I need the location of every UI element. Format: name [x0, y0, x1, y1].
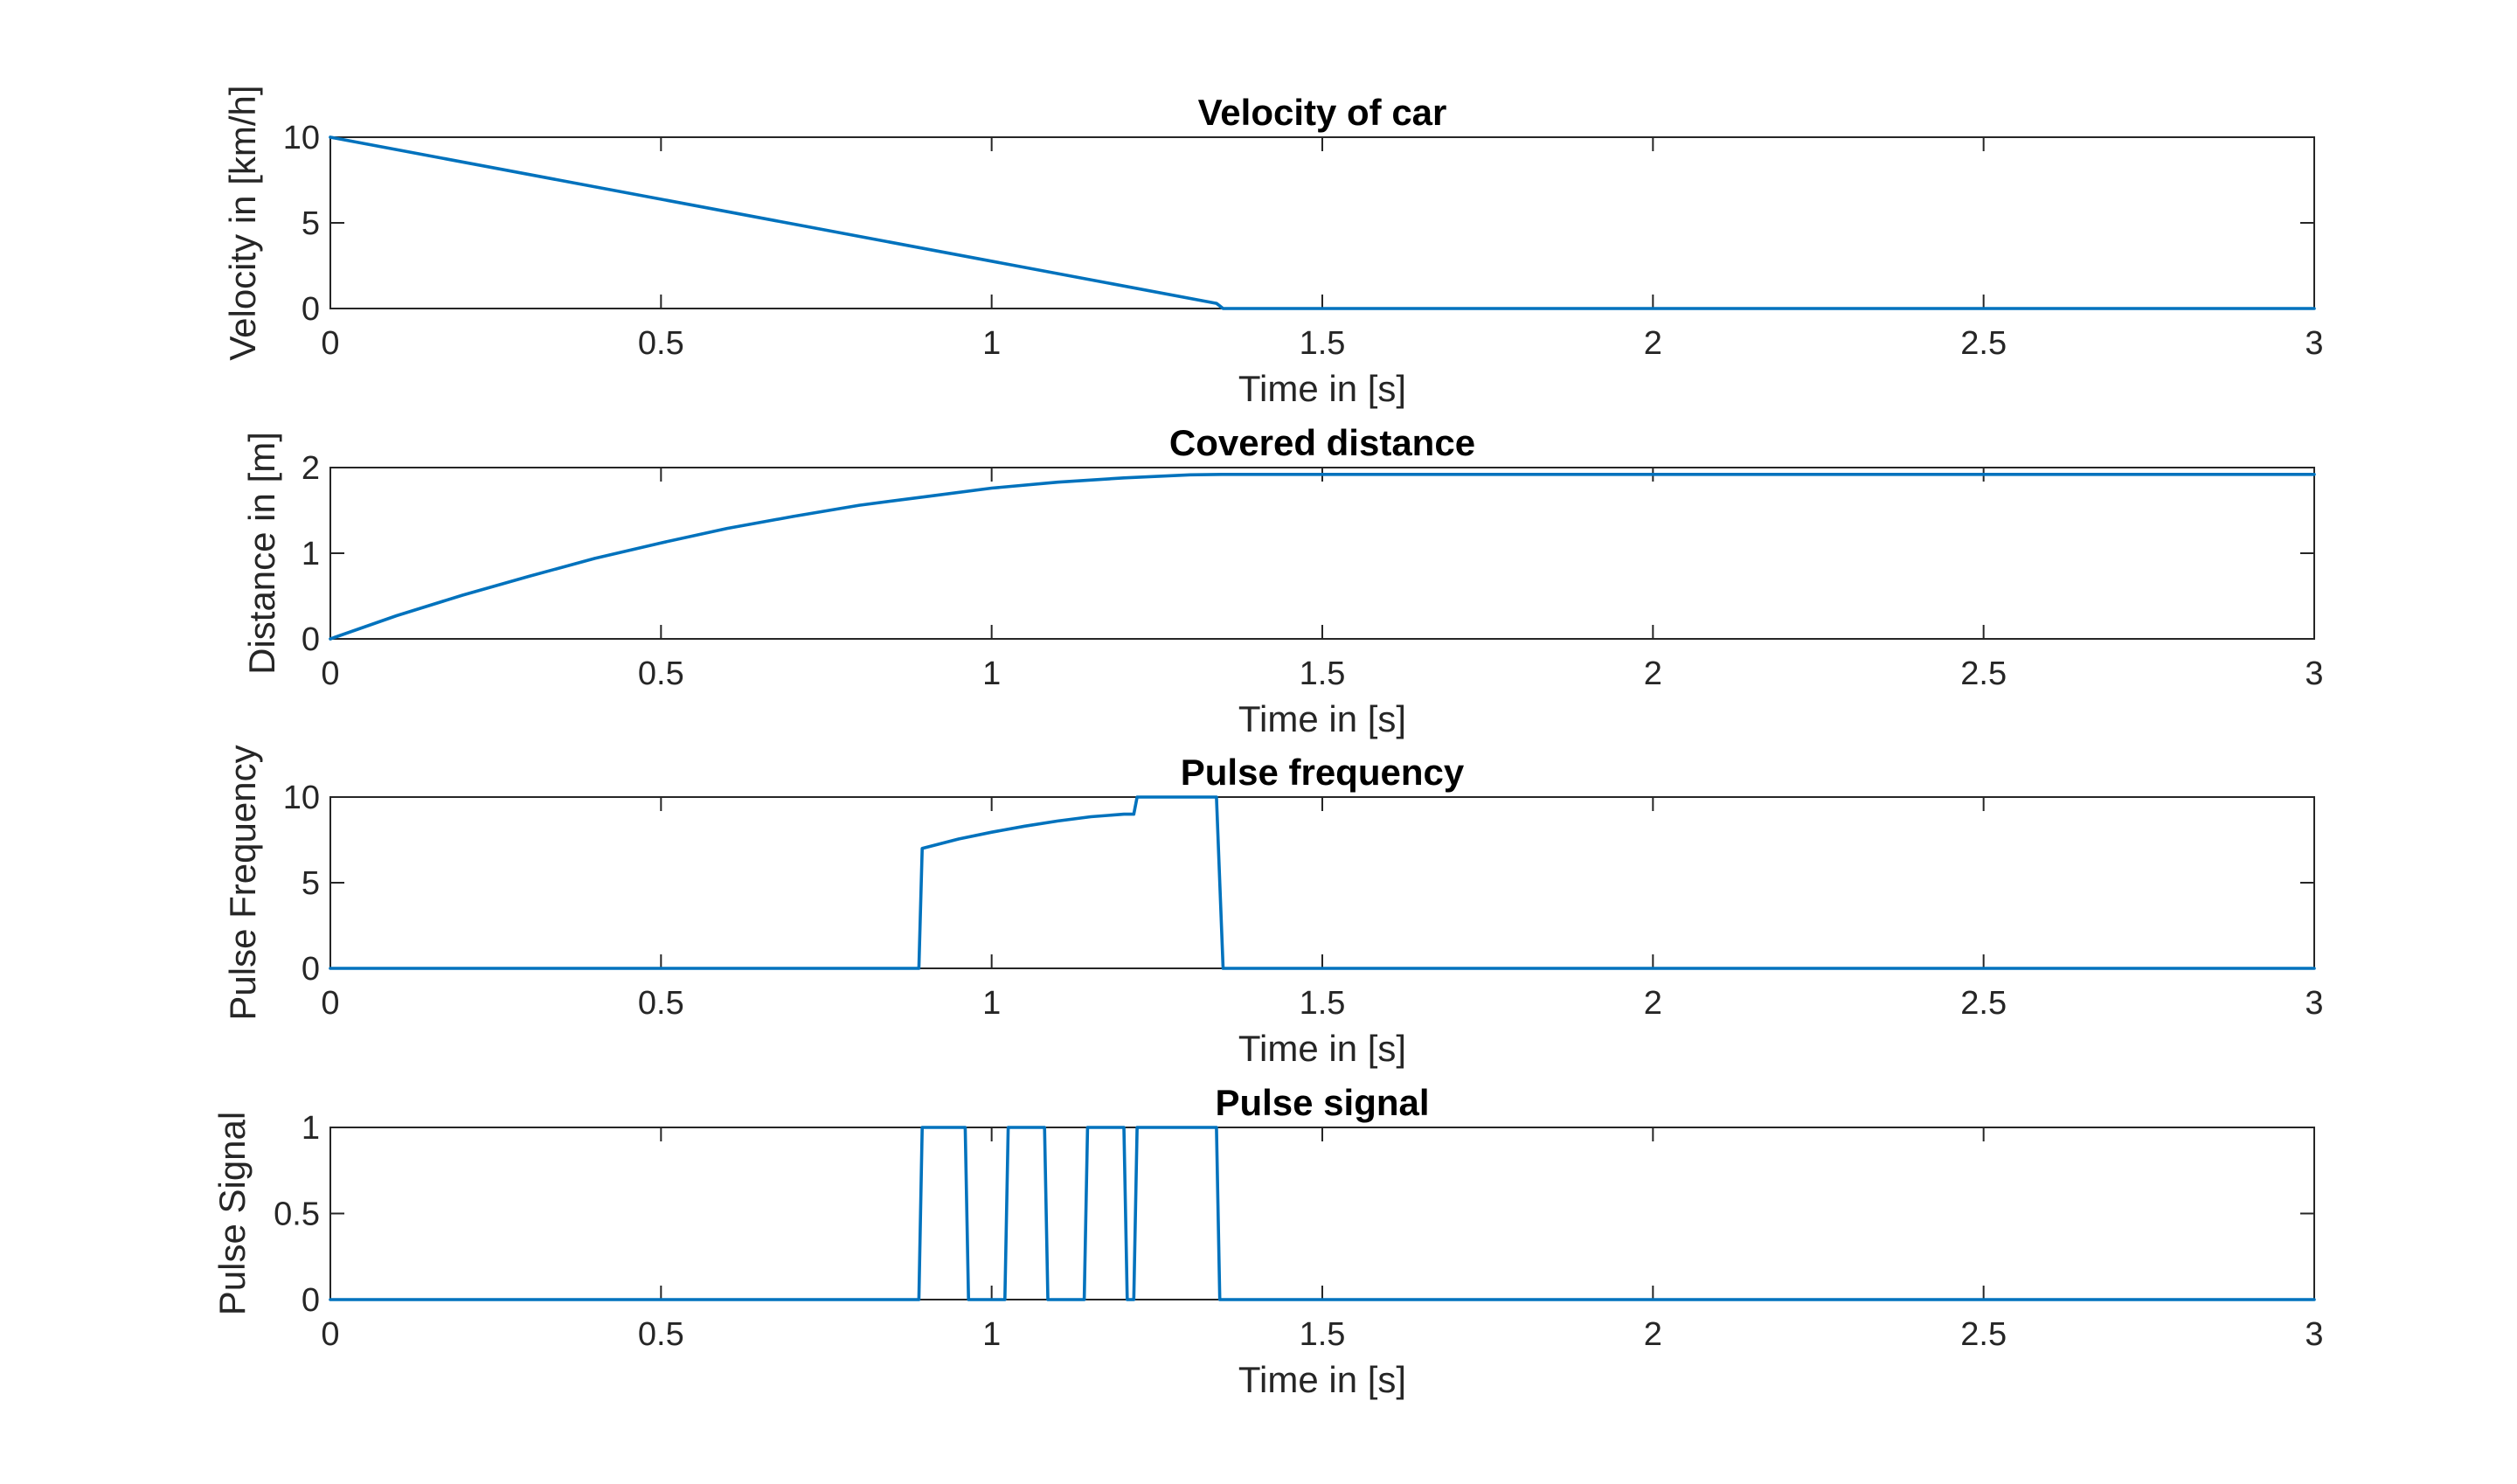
chart-title: Pulse signal: [1215, 1082, 1429, 1123]
chart-title: Covered distance: [1169, 422, 1475, 463]
x-tick-label: 1: [982, 985, 1001, 1022]
y-tick-label: 0: [302, 951, 320, 988]
x-tick-label: 2.5: [1960, 325, 2007, 362]
x-tick-label: 2: [1644, 1316, 1662, 1353]
x-tick-label: 0.5: [638, 325, 684, 362]
y-tick-label: 0.5: [274, 1196, 320, 1233]
y-tick-label: 0: [302, 621, 320, 658]
x-tick-label: 2: [1644, 985, 1662, 1022]
y-tick-label: 5: [302, 865, 320, 902]
x-tick-label: 3: [2305, 325, 2323, 362]
x-tick-label: 2.5: [1960, 985, 2007, 1022]
subplot-4: 0 0.5 1 1.5 2 2.5 3 0 0.5 1 Pulse signal Time in [s…: [211, 1082, 2324, 1400]
y-tick-label: 0: [302, 1282, 320, 1319]
x-tick-label: 2.5: [1960, 1316, 2007, 1353]
y-tick-label: 10: [283, 780, 320, 816]
subplot-3: 0 0.5 1 1.5 2 2.5 3 0 5 10 Pulse frequency Time in …: [222, 745, 2324, 1069]
y-tick-label: 1: [302, 1110, 320, 1147]
x-tick-label: 3: [2305, 985, 2323, 1022]
y-tick-label: 2: [302, 450, 320, 487]
x-tick-label: 1: [982, 325, 1001, 362]
x-axis-label: Time in [s]: [1238, 1028, 1406, 1069]
x-tick-label: 3: [2305, 1316, 2323, 1353]
x-tick-label: 0: [321, 655, 339, 692]
x-tick-label: 0.5: [638, 1316, 684, 1353]
series-line-1: [329, 472, 2316, 641]
series-line-1: [329, 1126, 2316, 1301]
x-tick-label: 1.5: [1300, 1316, 1346, 1353]
x-tick-label: 2: [1644, 325, 1662, 362]
y-axis-label: Velocity in [km/h]: [222, 85, 263, 360]
y-tick-label: 1: [302, 536, 320, 572]
x-tick-label: 1.5: [1300, 325, 1346, 362]
series-line-1: [329, 135, 2316, 310]
y-axis-label: Pulse Frequency: [222, 745, 263, 1020]
x-tick-label: 2.5: [1960, 655, 2007, 692]
x-tick-label: 0.5: [638, 985, 684, 1022]
x-tick-label: 3: [2305, 655, 2323, 692]
y-tick-label: 10: [283, 120, 320, 156]
y-tick-label: 0: [302, 291, 320, 328]
x-tick-label: 2: [1644, 655, 1662, 692]
x-tick-label: 1.5: [1300, 985, 1346, 1022]
subplot-1: 0 0.5 1 1.5 2 2.5 3 0 5 10 Velocity of car Time in …: [222, 85, 2324, 409]
x-tick-label: 0.5: [638, 655, 684, 692]
chart-title: Pulse frequency: [1181, 752, 1465, 793]
x-axis-label: Time in [s]: [1238, 1359, 1406, 1400]
y-tick-label: 5: [302, 205, 320, 242]
chart-title: Velocity of car: [1198, 92, 1447, 133]
x-axis-label: Time in [s]: [1238, 368, 1406, 409]
x-tick-label: 0: [321, 325, 339, 362]
subplot-2: 0 0.5 1 1.5 2 2.5 3 0 1 2 Covered distance Time in …: [241, 422, 2324, 739]
x-axis-label: Time in [s]: [1238, 698, 1406, 739]
series-line-1: [329, 795, 2316, 970]
y-axis-label: Pulse Signal: [211, 1112, 253, 1315]
x-tick-label: 0: [321, 1316, 339, 1353]
x-tick-label: 0: [321, 985, 339, 1022]
x-tick-label: 1: [982, 1316, 1001, 1353]
y-axis-label: Distance in [m]: [241, 432, 282, 675]
x-tick-label: 1.5: [1300, 655, 1346, 692]
x-tick-label: 1: [982, 655, 1001, 692]
